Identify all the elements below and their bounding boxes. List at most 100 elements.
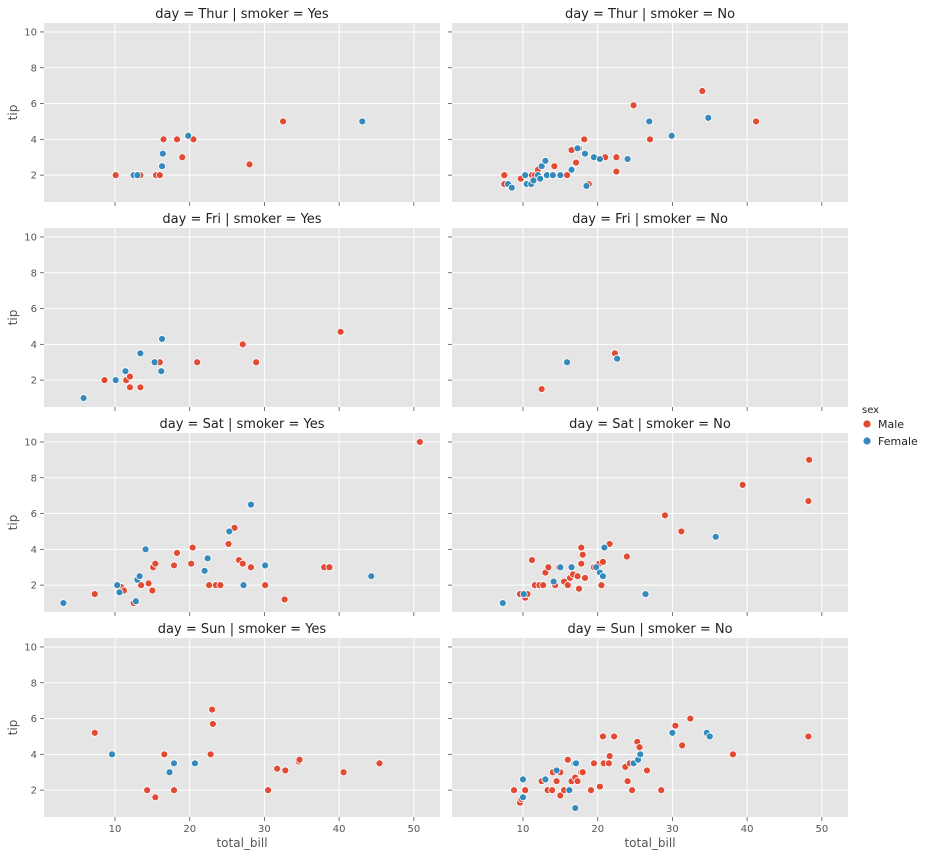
scatter-point-male <box>804 732 813 741</box>
legend-label: Male <box>878 418 904 431</box>
facet-panel: day = Sat | smoker = Yes 2 4 6 8 10 tip <box>6 417 440 616</box>
scatter-point-female <box>108 750 116 759</box>
facet-panel: day = Fri | smoker = No <box>448 212 848 411</box>
x-tick-label: 20 <box>591 824 604 835</box>
panel-background <box>44 638 440 817</box>
x-tick-label: 40 <box>333 824 346 835</box>
scatter-point-female <box>136 349 145 358</box>
scatter-point-female <box>79 394 88 402</box>
scatter-point-male <box>173 135 181 144</box>
scatter-point-female <box>358 117 367 126</box>
scatter-point-male <box>137 581 146 590</box>
scatter-point-female <box>667 131 676 140</box>
scatter-point-male <box>661 511 669 520</box>
scatter-point-male <box>610 732 619 741</box>
scatter-point-female <box>225 527 234 536</box>
scatter-point-female <box>247 500 255 509</box>
y-tick-label: 10 <box>24 27 37 38</box>
scatter-point-male <box>573 572 582 581</box>
scatter-point-male <box>193 358 202 367</box>
legend-marker <box>862 436 872 446</box>
y-tick-label: 10 <box>24 437 37 448</box>
scatter-point-male <box>510 786 518 795</box>
scatter-point-female <box>261 561 270 570</box>
scatter-point-male <box>671 721 680 730</box>
scatter-point-female <box>571 804 580 812</box>
scatter-point-female <box>552 766 561 775</box>
y-tick-label: 6 <box>31 509 37 520</box>
scatter-point-male <box>612 167 621 176</box>
scatter-point-male <box>678 741 687 750</box>
scatter-point-female <box>536 174 545 183</box>
scatter-point-male <box>686 714 695 723</box>
scatter-point-male <box>657 786 666 795</box>
scatter-point-female <box>507 183 516 192</box>
scatter-point-female <box>572 759 580 768</box>
scatter-point-male <box>605 540 614 548</box>
y-tick-label: 2 <box>31 581 37 592</box>
scatter-point-female <box>641 590 650 598</box>
y-tick-label: 4 <box>31 340 37 351</box>
panel-title: day = Thur | smoker = No <box>565 7 735 22</box>
scatter-point-male <box>208 720 217 728</box>
scatter-point-female <box>581 149 589 158</box>
legend: sex Male Female <box>862 405 918 448</box>
facet-panel: day = Thur | smoker = No <box>448 7 848 206</box>
facet-panel: day = Sat | smoker = No <box>448 417 848 616</box>
panel-title: day = Sun | smoker = Yes <box>158 622 327 637</box>
scatter-point-female <box>600 543 609 552</box>
scatter-point-male <box>563 581 572 590</box>
panel-title: day = Fri | smoker = Yes <box>162 212 321 227</box>
scatter-point-female <box>645 117 654 126</box>
scatter-point-male <box>90 590 99 598</box>
y-tick-label: 8 <box>31 678 37 689</box>
scatter-point-male <box>605 759 613 768</box>
scatter-point-male <box>500 171 509 180</box>
scatter-point-male <box>572 158 580 167</box>
facet-panel: day = Thur | smoker = Yes 2 4 6 8 10 tip <box>6 7 440 206</box>
scatter-point-male <box>596 782 604 791</box>
scatter-point-male <box>238 559 247 568</box>
scatter-point-female <box>567 165 576 174</box>
y-tick-label: 4 <box>31 545 37 556</box>
scatter-point-male <box>563 755 572 764</box>
scatter-point-male <box>578 768 587 777</box>
scatter-point-female <box>623 155 632 163</box>
y-tick-label: 2 <box>31 171 37 182</box>
scatter-point-male <box>729 750 737 759</box>
y-tick-label: 8 <box>31 473 37 484</box>
x-tick-label: 40 <box>741 824 754 835</box>
scatter-point-male <box>188 543 197 552</box>
scatter-point-male <box>552 777 561 786</box>
scatter-point-male <box>539 581 548 590</box>
scatter-point-female <box>519 590 528 598</box>
scatter-point-female <box>203 554 212 563</box>
scatter-point-male <box>577 543 586 552</box>
panel-title: day = Sat | smoker = Yes <box>160 417 325 432</box>
scatter-point-female <box>537 162 546 171</box>
scatter-point-male <box>415 438 424 446</box>
scatter-point-male <box>264 786 273 795</box>
scatter-point-male <box>580 135 589 144</box>
panel-background <box>44 228 440 407</box>
scatter-point-male <box>252 358 261 367</box>
scatter-point-female <box>184 131 193 140</box>
scatter-point-male <box>160 750 169 759</box>
legend-marker <box>862 419 872 429</box>
scatter-point-male <box>537 385 546 394</box>
scatter-point-male <box>573 777 582 786</box>
x-tick-label: 30 <box>258 824 271 835</box>
y-axis-label: tip <box>6 105 20 121</box>
scatter-point-male <box>273 764 282 773</box>
scatter-point-male <box>173 549 181 557</box>
scatter-point-male <box>556 791 565 800</box>
scatter-point-female <box>541 775 550 784</box>
scatter-point-male <box>170 561 178 570</box>
scatter-point-female <box>165 768 174 777</box>
scatter-point-male <box>144 579 153 588</box>
scatter-point-female <box>556 563 565 572</box>
scatter-point-male <box>590 759 598 768</box>
scatter-point-male <box>597 581 606 590</box>
x-tick-label: 10 <box>109 824 122 835</box>
scatter-point-female <box>191 759 199 768</box>
